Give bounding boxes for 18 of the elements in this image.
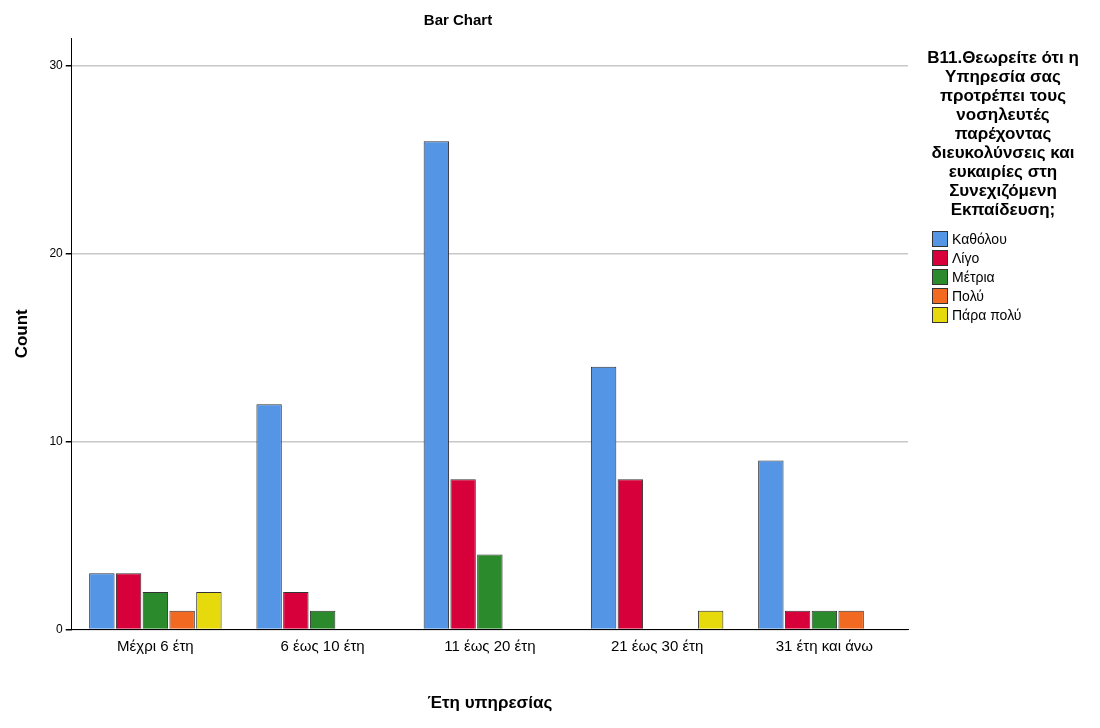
x-tick-label: 11 έως 20 έτη [444, 636, 536, 654]
y-axis-title: Count [11, 308, 31, 359]
legend-label: Μέτρια [952, 269, 995, 285]
x-tick-label: Μέχρι 6 έτη [117, 636, 194, 654]
legend-label: Λίγο [952, 250, 980, 266]
legend-label: Πάρα πολύ [952, 307, 1022, 323]
x-axis-title: Έτη υπηρεσίας [427, 693, 553, 713]
x-tick-label: 21 έως 30 έτη [610, 636, 704, 654]
y-tick-label: 30 [49, 58, 64, 73]
legend-label: Πολύ [952, 288, 984, 304]
x-tick-label: 31 έτη και άνω [775, 636, 874, 654]
legend-label: Καθόλου [952, 231, 1007, 247]
chart-title: Bar Chart [423, 11, 493, 29]
y-tick-label: 0 [56, 621, 64, 636]
text: B11.Θεωρείτε ότι η Υπηρεσία σας προτρέπει τους νοσηλευτές παρέχοντας διευκολύνσεις και ευκαιρίες στη Συνεχιζόμενη Εκπαίδευση; [927, 48, 1079, 219]
x-tick-label: 6 έως 10 έτη [280, 636, 365, 654]
y-tick-label: 20 [49, 246, 64, 261]
y-tick-label: 10 [49, 434, 64, 449]
